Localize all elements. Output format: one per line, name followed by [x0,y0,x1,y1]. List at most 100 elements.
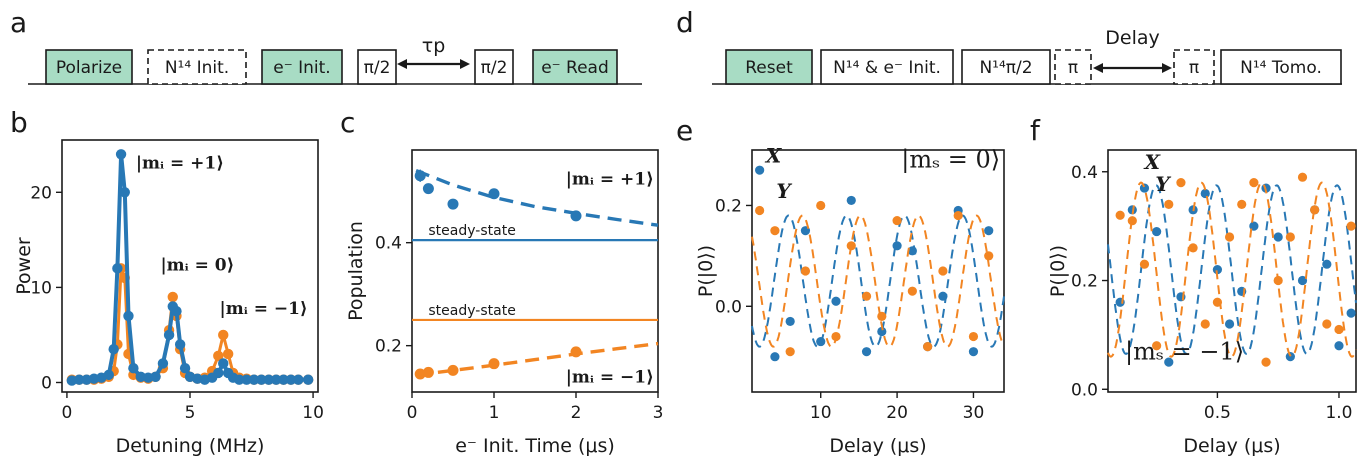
data-point [1297,275,1308,286]
x-axis-label: Delay (μs) [829,435,926,457]
data-point [488,358,500,370]
data-point [1164,199,1174,209]
sequence-box-label: e⁻ Init. [273,58,330,78]
y-tick-label: 0.2 [375,337,402,357]
data-point [150,371,161,382]
data-point [218,358,229,369]
data-point [414,170,426,182]
data-point [968,331,979,342]
sequence-box-label: π [1189,58,1199,78]
data-point [1164,357,1174,367]
sequence-box [961,49,1051,85]
data-point [877,311,887,321]
data-point [218,329,229,341]
data-point [488,188,500,200]
chart-b: 0 5 10 0 10 20 Detuning (MHz) Power |mᵢ = +1⟩ |mᵢ… [13,139,324,457]
sequence-box [1220,49,1342,85]
arrowhead-right [460,59,470,69]
x-tick-label: 20 [886,403,908,423]
y-axis-label: Power [13,237,35,295]
data-point [167,291,178,303]
y-tick-label: 0.0 [1071,380,1098,400]
data-point [414,368,426,380]
data-point [248,374,260,385]
plot-frame [1107,149,1357,393]
panel-letter-b: b [10,106,28,139]
data-point [1310,205,1320,215]
data-point [938,291,948,301]
data-point [892,215,902,226]
data-point [234,374,245,385]
sequence-box [357,49,397,85]
data-point [1139,259,1150,269]
data-point [1273,232,1283,242]
data-point [1249,221,1259,231]
data-point [1261,357,1271,367]
series-label: Y [776,179,792,203]
sequence-box [1173,49,1215,85]
pulse-sequence-d: Reset N¹⁴ & e⁻ Init. N¹⁴π/2 π π N¹⁴ Tomo. Dela… [712,27,1342,85]
data-point [755,205,765,216]
fit-curve [415,341,659,377]
data-point [1176,178,1186,188]
data-point [115,149,127,160]
delay-label: τp [422,35,446,57]
data-point [285,374,297,385]
sequence-box-label: e⁻ Read [541,58,609,78]
sequence-box [261,49,343,85]
y-tick-label: 0.4 [1071,163,1098,183]
data-point [1334,324,1344,335]
data-point [447,198,459,210]
sequence-box-label: N¹⁴π/2 [979,58,1032,78]
chart-c: 0 1 2 3 0.2 0.4 e⁻ Init. Time (μs) Population |m… [345,149,663,457]
plot-frame [751,149,1005,393]
sequence-box-label: N¹⁴ Tomo. [1240,58,1322,78]
data-point [1212,297,1223,307]
data-point [422,366,434,378]
data-point [222,348,234,360]
arrowhead-right [1162,63,1172,73]
y-axis-label: P(|0⟩) [695,245,717,297]
x-tick-label: 10 [302,403,324,423]
data-point [816,200,826,211]
data-point [108,344,119,355]
x-axis-label: Delay (μs) [1183,435,1280,457]
peak-label: |mᵢ = 0⟩ [160,255,234,275]
data-point [1297,172,1308,182]
steady-state-label: steady-state [428,303,515,319]
data-point [1249,178,1259,188]
fit-curve [415,169,659,227]
data-point [984,251,994,261]
data-point [119,187,130,198]
y-tick-label: 10 [30,278,52,298]
data-point [256,374,267,385]
sequence-box [474,49,514,85]
x-tick-label: 10 [810,403,832,423]
x-tick-label: 2 [571,403,582,423]
sequence-box [725,49,813,85]
data-point [831,296,841,306]
data-point [861,347,872,357]
steady-state-label: steady-state [428,223,515,239]
data-point [1200,188,1210,199]
arrowhead-left [1093,63,1103,73]
data-point [1127,216,1137,226]
sequence-box [532,49,618,85]
data-point [800,266,811,276]
data-point [785,347,795,357]
sequence-box [147,49,247,85]
chart-f: 0.5 1.0 0.0 0.2 0.4 Delay (μs) P(|0⟩) |mₛ = −1⟩… [1047,149,1357,457]
sequence-box-label: N¹⁴ Init. [165,58,229,78]
fit-curve [1107,181,1357,358]
data-point [907,286,917,296]
data-point [179,363,191,374]
data-point [570,346,582,358]
sequence-box [1054,49,1092,85]
sequence-box-label: Polarize [56,58,122,78]
data-point [171,305,182,317]
data-point [103,369,114,381]
data-point [953,210,963,221]
x-tick-label: 1.0 [1325,403,1352,423]
series-line [71,267,309,382]
